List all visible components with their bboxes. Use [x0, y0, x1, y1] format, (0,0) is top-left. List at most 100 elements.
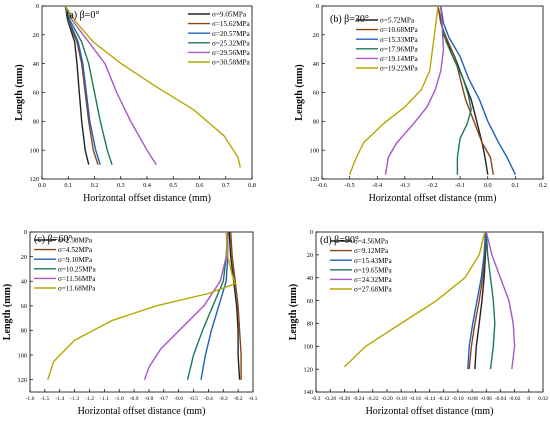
x-tick-label: 0.02 [538, 396, 548, 402]
x-tick-label: 0.2 [91, 182, 99, 189]
x-tick-label: -0.24 [353, 396, 365, 402]
x-tick-label: -0.2 [428, 182, 438, 189]
x-tick-label: -1.2 [85, 396, 94, 402]
y-tick-label: 60 [307, 298, 313, 305]
series-line-3 [186, 231, 229, 380]
series-line-4 [485, 231, 516, 370]
y-tick-label: 0 [36, 3, 39, 10]
legend-label-2: σ=9.10MPa [58, 256, 93, 264]
y-tick-label: 120 [18, 377, 27, 384]
x-tick-label: -0.08 [466, 396, 478, 402]
y-tick-label: 0 [316, 3, 319, 10]
x-tick-label: -0.16 [409, 396, 421, 402]
y-tick-label: 60 [33, 90, 39, 97]
series-line-3 [64, 5, 113, 165]
y-tick-label: 140 [304, 389, 313, 396]
y-tick-label: 60 [21, 303, 27, 310]
series-line-1 [230, 231, 242, 380]
legend-label-5: σ=11.68MPa [58, 285, 96, 293]
x-tick-label: -1.3 [70, 396, 79, 402]
x-tick-label: -1.5 [40, 396, 49, 402]
y-tick-label: 60 [313, 90, 319, 97]
y-tick-label: 20 [307, 252, 313, 259]
x-tick-label: -0.18 [395, 396, 407, 402]
x-tick-label: 0.8 [248, 182, 256, 189]
series-line-3 [485, 231, 496, 370]
x-tick-label: -0.04 [495, 396, 507, 402]
series-line-4 [384, 5, 445, 175]
y-tick-label: 20 [21, 254, 27, 261]
series-line-4 [64, 5, 157, 165]
y-tick-label: 120 [304, 366, 313, 373]
legend-label-4: σ=24.32MPa [354, 276, 392, 284]
y-tick-label: 100 [30, 147, 39, 154]
x-tick-label: -0.26 [339, 396, 351, 402]
legend-label-1: σ=9.12MPa [354, 247, 389, 255]
x-tick-label: -0.10 [452, 396, 464, 402]
plot-frame [315, 231, 544, 393]
y-tick-label: 100 [18, 352, 27, 359]
x-tick-label: 0.1 [511, 182, 519, 189]
x-tick-label: -0.06 [480, 396, 492, 402]
x-axis-label: Horizontal offset distance (mm) [366, 406, 494, 417]
plot-frame [29, 231, 254, 393]
y-tick-label: 20 [313, 32, 319, 39]
legend-label-1: σ=4.52MPa [58, 246, 93, 254]
x-tick-label: -0.12 [438, 396, 450, 402]
chart-panel-1: -0.6 -0.5 -0.4 -0.3 -0.2 -0.1 0.0 0.1 0.2 0 20 40 60… [294, 3, 547, 204]
legend-label-2: σ=15.43MPa [354, 257, 392, 265]
x-tick-label: -0.8 [145, 396, 154, 402]
x-tick-label: -0.4 [204, 396, 213, 402]
y-tick-label: 0 [310, 229, 313, 236]
legend-label-3: σ=25.32MPa [212, 39, 250, 47]
panel-title: (a) β=0° [66, 10, 99, 21]
x-tick-label: -0.3 [219, 396, 228, 402]
y-axis-label: Length (mm) [2, 284, 13, 340]
x-tick-label: -0.20 [381, 396, 393, 402]
x-tick-label: -1.6 [26, 396, 35, 402]
legend-label-2: σ=15.33MPa [380, 36, 418, 44]
x-tick-label: -0.5 [345, 182, 355, 189]
x-tick-label: 0 [527, 396, 530, 402]
x-tick-label: 0.0 [38, 182, 46, 189]
x-tick-label: -0.2 [234, 396, 243, 402]
x-tick-label: -0.4 [372, 182, 383, 189]
y-tick-label: 20 [33, 32, 39, 39]
y-tick-label: 100 [310, 147, 319, 154]
x-tick-label: 0.7 [222, 182, 230, 189]
series-line-5 [47, 231, 236, 380]
x-tick-label: -0.7 [159, 396, 168, 402]
x-axis-label: Horizontal offset distance (mm) [83, 193, 211, 204]
x-tick-label: 0.1 [64, 182, 72, 189]
legend-label-1: σ=10.68MPa [380, 26, 418, 34]
legend-label-3: σ=17.96MPa [380, 45, 418, 53]
y-tick-label: 80 [307, 321, 313, 328]
x-tick-label: -0.6 [317, 182, 327, 189]
y-axis-label: Length (mm) [14, 64, 25, 120]
legend-label-0: σ=4.56MPa [354, 238, 389, 246]
x-tick-label: -1.0 [115, 396, 124, 402]
y-tick-label: 0 [24, 229, 27, 236]
legend-label-5: σ=19.22MPa [380, 65, 418, 73]
legend-label-4: σ=29.56MPa [212, 49, 250, 57]
legend-label-3: σ=19.65MPa [354, 266, 392, 274]
x-tick-label: -0.9 [130, 396, 139, 402]
y-tick-label: 100 [304, 343, 313, 350]
legend-label-0: σ=9.05MPa [212, 11, 247, 19]
x-axis-label: Horizontal offset distance (mm) [369, 193, 497, 204]
series-line-1 [64, 5, 99, 165]
legend-label-5: σ=27.68MPa [354, 286, 392, 294]
y-axis-label: Length (mm) [288, 284, 299, 340]
chart-panel-0: 0.0 0.1 0.2 0.3 0.4 0.5 0.6 0.7 0.8 0 20 40 60 80 100 1… [14, 3, 256, 204]
x-tick-label: -0.22 [367, 396, 379, 402]
x-tick-label: -0.5 [189, 396, 198, 402]
legend-label-5: σ=30.58MPa [212, 59, 250, 67]
y-tick-label: 80 [313, 119, 319, 126]
x-tick-label: -1.4 [55, 396, 64, 402]
y-tick-label: 40 [313, 61, 319, 68]
legend-label-3: σ=10.25MPa [58, 265, 96, 273]
legend-label-0: σ=5.72MPa [380, 17, 415, 25]
y-tick-label: 120 [30, 176, 39, 183]
y-tick-label: 80 [33, 119, 39, 126]
series-line-5 [64, 5, 241, 168]
